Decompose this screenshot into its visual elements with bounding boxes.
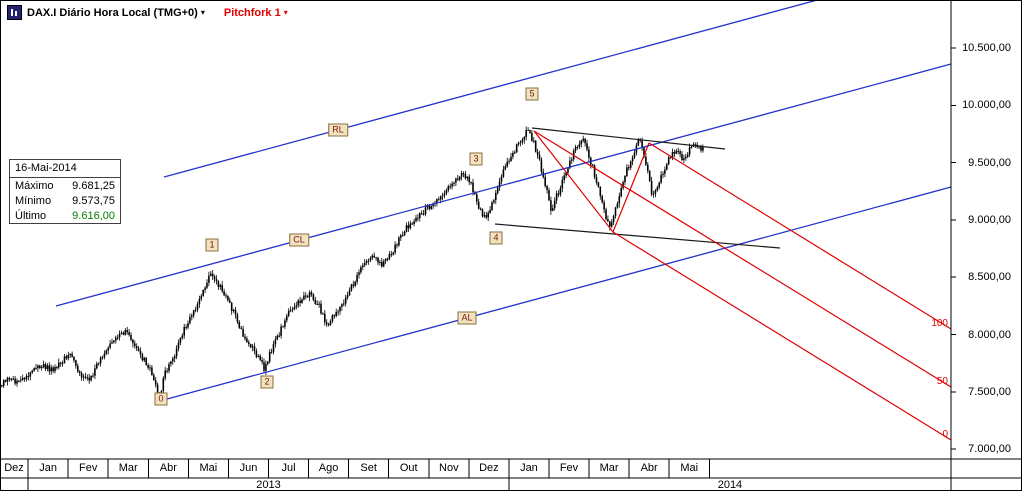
quote-row-last: Último 9.616,00 — [10, 208, 120, 223]
wave-label-4[interactable]: 4 — [489, 231, 503, 245]
wave-label-2[interactable]: 2 — [260, 375, 274, 389]
quote-label-low: Mínimo — [15, 195, 52, 207]
channel-label-cl[interactable]: CL — [289, 233, 309, 247]
chevron-down-icon-red: ▾ — [283, 7, 288, 17]
chart-title: DAX.I Diário Hora Local (TMG+0) — [27, 6, 198, 19]
wave-label-3[interactable]: 3 — [469, 152, 483, 166]
candlestick-series — [1, 126, 704, 401]
quote-value-low: 9.573,75 — [72, 195, 115, 207]
pitchfork-label: Pitchfork 1 — [223, 6, 281, 19]
quote-date: 16-Mai-2014 — [10, 160, 120, 178]
quote-row-low: Mínimo 9.573,75 — [10, 193, 120, 208]
candlestick-chart-icon — [7, 5, 22, 20]
quote-value-high: 9.681,25 — [72, 180, 115, 192]
quote-info-box: 16-Mai-2014 Máximo 9.681,25 Mínimo 9.573… — [9, 159, 121, 224]
quote-row-high: Máximo 9.681,25 — [10, 178, 120, 193]
chevron-down-icon: ▾ — [200, 7, 205, 17]
instrument-selector[interactable]: DAX.I Diário Hora Local (TMG+0) ▾ — [27, 7, 205, 19]
quote-value-last: 9.616,00 — [72, 210, 115, 222]
wave-label-5[interactable]: 5 — [525, 87, 539, 101]
pitchfork-lines[interactable] — [533, 130, 952, 441]
channel-label-rl[interactable]: RL — [328, 123, 348, 137]
quote-label-high: Máximo — [15, 180, 54, 192]
quote-label-last: Último — [15, 210, 47, 222]
trend-channel-lines[interactable] — [55, 1, 952, 403]
pitchfork-selector[interactable]: Pitchfork 1 ▾ — [224, 7, 288, 19]
pattern-lines[interactable] — [494, 127, 781, 249]
wave-label-1[interactable]: 1 — [205, 238, 219, 252]
chart-header: DAX.I Diário Hora Local (TMG+0) ▾ Pitchf… — [7, 5, 288, 20]
channel-label-al[interactable]: AL — [457, 311, 477, 325]
wave-label-0[interactable]: 0 — [154, 392, 168, 406]
